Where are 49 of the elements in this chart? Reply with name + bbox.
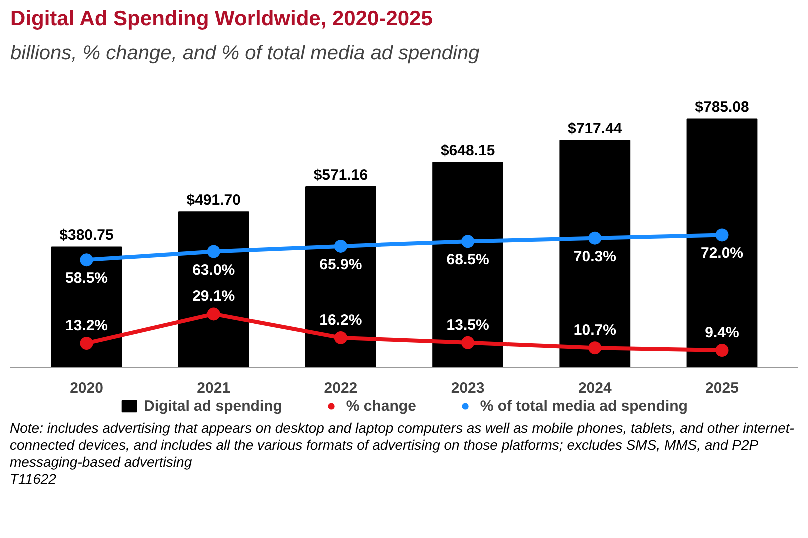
legend-label: % change <box>346 397 416 415</box>
legend-label: Digital ad spending <box>144 397 282 415</box>
bar <box>178 212 250 368</box>
data-label: $785.08 <box>695 99 750 116</box>
data-label: $380.75 <box>60 227 114 244</box>
point <box>588 232 602 245</box>
point <box>588 342 602 355</box>
legend-label: % of total media ad spending <box>480 397 688 415</box>
text: T11622 <box>10 471 56 488</box>
point <box>462 235 475 248</box>
data-label: 58.5% <box>65 270 108 288</box>
data-label: 63.0% <box>192 262 236 279</box>
chart-subtitle: billions, % change, and % of total media ad spending <box>10 42 480 64</box>
data-label: 29.1% <box>192 288 236 306</box>
data-label: 10.7% <box>574 322 616 340</box>
data-label: 70.3% <box>574 248 616 266</box>
data-label: $491.70 <box>186 192 241 210</box>
point <box>462 336 475 350</box>
data-label: 16.2% <box>320 312 362 329</box>
text: Note: includes advertising that appears on desktop and laptop computers as well as mobile phones, tablets, and other internet-connected devices, and includes all the various formats of advertising on those platforms; excludes SMS, MMS, and P2P messaging-based advertising <box>10 420 796 471</box>
bar <box>432 162 504 368</box>
bar <box>51 246 122 368</box>
point <box>716 228 729 242</box>
point <box>207 245 220 258</box>
data-label: 68.5% <box>446 252 490 269</box>
x-tick-label: 2021 <box>197 380 231 397</box>
bar <box>306 186 376 368</box>
data-label: 9.4% <box>705 324 740 342</box>
chart-title: Digital Ad Spending Worldwide, 2020-2025 <box>10 8 434 30</box>
x-tick-label: 2020 <box>70 380 104 397</box>
point <box>207 308 220 321</box>
x-tick-label: 2025 <box>706 380 739 397</box>
point <box>716 344 729 357</box>
point <box>334 331 348 344</box>
data-label: $717.44 <box>568 120 623 138</box>
point <box>80 254 94 267</box>
bar <box>560 140 631 368</box>
data-label: $571.16 <box>314 166 368 184</box>
x-tick-label: 2024 <box>578 380 612 397</box>
data-label: 65.9% <box>320 256 362 274</box>
data-label: 13.5% <box>446 316 490 334</box>
data-label: $648.15 <box>440 142 496 160</box>
x-tick-label: 2022 <box>324 380 358 397</box>
bar <box>686 118 758 368</box>
x-tick-label: 2023 <box>451 380 485 397</box>
data-label: 72.0% <box>700 245 744 262</box>
point <box>334 240 348 253</box>
point <box>80 336 94 350</box>
data-label: 13.2% <box>65 317 108 334</box>
